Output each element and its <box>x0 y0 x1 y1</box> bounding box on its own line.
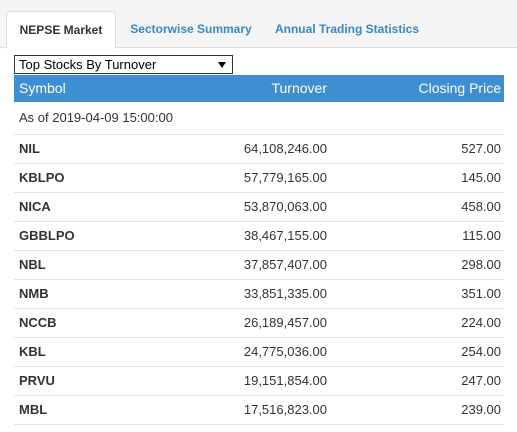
tab-annual-trading-statistics[interactable]: Annual Trading Statistics <box>274 22 420 36</box>
row-turnover: 33,851,335.00 <box>243 286 327 301</box>
top-stocks-table: Symbol Turnover Closing Price As of 2019… <box>14 75 504 425</box>
row-closing-price: 298.00 <box>461 257 501 272</box>
table-row[interactable]: KBL 24,775,036.00 254.00 <box>14 338 504 367</box>
tab-bar: NEPSE Market Sectorwise Summary Annual T… <box>0 0 517 49</box>
row-symbol: NIL <box>19 141 40 156</box>
row-closing-price: 247.00 <box>461 373 501 388</box>
header-closing-price[interactable]: Closing Price <box>418 80 501 96</box>
header-symbol[interactable]: Symbol <box>19 80 66 96</box>
table-row[interactable]: PRVU 19,151,854.00 247.00 <box>14 367 504 396</box>
row-closing-price: 351.00 <box>461 286 501 301</box>
row-closing-price: 458.00 <box>461 199 501 214</box>
table-row[interactable]: NIL 64,108,246.00 527.00 <box>14 135 504 164</box>
row-turnover: 24,775,036.00 <box>243 344 327 359</box>
table-row[interactable]: NBL 37,857,407.00 298.00 <box>14 251 504 280</box>
tab-sectorwise-summary[interactable]: Sectorwise Summary <box>130 22 252 36</box>
table-row[interactable]: KBLPO 57,779,165.00 145.00 <box>14 164 504 193</box>
row-turnover: 57,779,165.00 <box>243 170 327 185</box>
table-row[interactable]: MBL 17,516,823.00 239.00 <box>14 396 504 425</box>
row-closing-price: 145.00 <box>461 170 501 185</box>
row-symbol: NMB <box>19 286 49 301</box>
row-symbol: KBLPO <box>19 170 65 185</box>
as-of-timestamp: As of 2019-04-09 15:00:00 <box>14 102 504 135</box>
row-closing-price: 224.00 <box>461 315 501 330</box>
table-header: Symbol Turnover Closing Price <box>14 75 504 102</box>
row-turnover: 26,189,457.00 <box>243 315 327 330</box>
row-turnover: 53,870,063.00 <box>243 199 327 214</box>
row-closing-price: 527.00 <box>461 141 501 156</box>
table-row[interactable]: NMB 33,851,335.00 351.00 <box>14 280 504 309</box>
table-row[interactable]: NICA 53,870,063.00 458.00 <box>14 193 504 222</box>
row-turnover: 37,857,407.00 <box>243 257 327 272</box>
row-closing-price: 239.00 <box>461 402 501 417</box>
header-turnover[interactable]: Turnover <box>271 80 327 96</box>
dropdown-arrow-icon <box>218 62 226 68</box>
table-body: NIL 64,108,246.00 527.00 KBLPO 57,779,165.00… <box>14 135 504 425</box>
row-closing-price: 115.00 <box>462 228 501 243</box>
stock-filter-dropdown[interactable]: Top Stocks By Turnover <box>14 55 233 74</box>
table-row[interactable]: NCCB 26,189,457.00 224.00 <box>14 309 504 338</box>
dropdown-selected-value: Top Stocks By Turnover <box>19 57 157 72</box>
row-symbol: GBBLPO <box>19 228 75 243</box>
row-symbol: MBL <box>19 402 48 417</box>
row-symbol: NICA <box>19 199 51 214</box>
row-closing-price: 254.00 <box>461 344 501 359</box>
row-turnover: 64,108,246.00 <box>243 141 327 156</box>
row-turnover: 17,516,823.00 <box>243 402 327 417</box>
table-row[interactable]: GBBLPO 38,467,155.00 115.00 <box>14 222 504 251</box>
row-turnover: 19,151,854.00 <box>243 373 327 388</box>
row-symbol: NBL <box>19 257 46 272</box>
row-turnover: 38,467,155.00 <box>243 228 327 243</box>
row-symbol: KBL <box>19 344 46 359</box>
tab-nepse-market[interactable]: NEPSE Market <box>6 11 116 49</box>
row-symbol: NCCB <box>19 315 57 330</box>
row-symbol: PRVU <box>19 373 55 388</box>
